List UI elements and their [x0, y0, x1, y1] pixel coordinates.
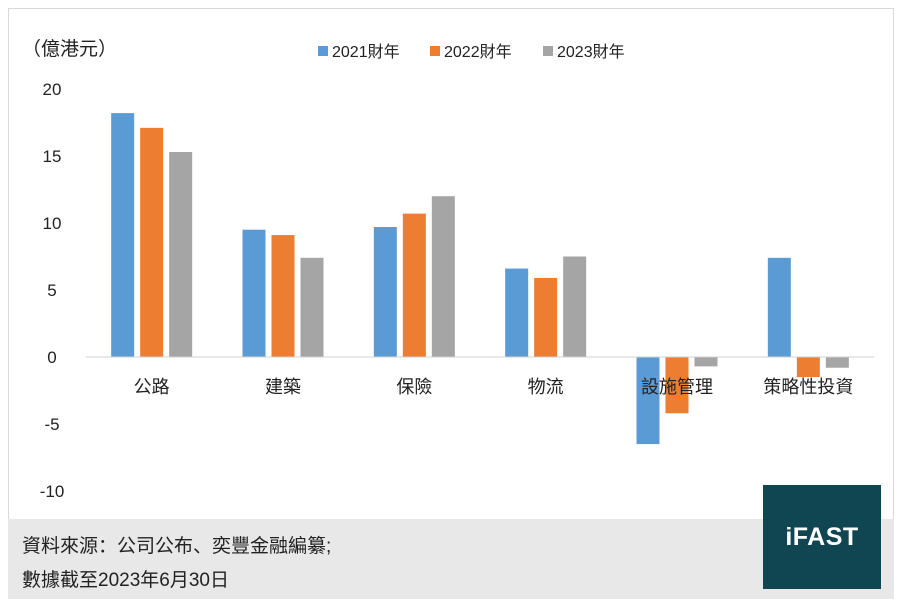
bar-3-2 — [300, 257, 324, 357]
category-label: 建築 — [265, 377, 301, 397]
legend-label: 2023財年 — [557, 43, 625, 61]
bar-1-6 — [767, 257, 791, 357]
bar-3-3 — [431, 196, 455, 357]
bar-2-2 — [271, 235, 295, 357]
category-label: 策略性投資 — [763, 377, 853, 397]
bar-1-5 — [636, 357, 660, 445]
bar-2-5 — [665, 357, 689, 414]
bar-1-2 — [242, 229, 266, 357]
category-label: 物流 — [528, 377, 564, 397]
legend: 2021財年 2022財年 2023財年 — [318, 43, 625, 61]
y-tick-label: -5 — [44, 415, 59, 434]
bar-2-1 — [140, 127, 164, 357]
bar-3-6 — [825, 357, 849, 368]
bar-2-6 — [796, 357, 820, 378]
y-tick-label: 10 — [43, 214, 62, 233]
source-note: 資料來源：公司公布、奕豐金融編纂; — [22, 536, 332, 557]
bar-1-1 — [111, 113, 135, 358]
legend-swatch — [430, 46, 440, 56]
bar-1-3 — [373, 227, 397, 357]
legend-label: 2022財年 — [444, 43, 512, 61]
data-date-note: 數據截至2023年6月30日 — [22, 570, 229, 591]
unit-label: （億港元） — [22, 38, 117, 60]
bars — [111, 113, 849, 445]
legend-label: 2021財年 — [332, 43, 400, 61]
bar-2-4 — [534, 277, 558, 357]
y-tick-label: 20 — [43, 80, 62, 99]
y-axis: 20 15 10 5 0 -5 -10 — [40, 80, 65, 501]
y-tick-label: 5 — [47, 281, 56, 300]
category-label: 保險 — [396, 377, 432, 397]
bar-3-5 — [694, 357, 718, 367]
ifast-logo: iFAST — [763, 485, 881, 589]
bar-2-3 — [402, 213, 426, 357]
category-label: 公路 — [134, 377, 170, 397]
bar-3-1 — [169, 151, 193, 357]
bar-1-4 — [505, 268, 529, 357]
y-tick-label: 15 — [43, 147, 62, 166]
source-footer: 資料來源：公司公布、奕豐金融編纂; 數據截至2023年6月30日 — [8, 519, 894, 599]
bar-3-4 — [563, 256, 587, 357]
legend-swatch — [318, 46, 328, 56]
x-axis: 公路 建築 保險 物流 設施管理 策略性投資 — [134, 377, 854, 397]
y-tick-label: -10 — [40, 482, 65, 501]
y-tick-label: 0 — [47, 348, 56, 367]
category-label: 設施管理 — [641, 377, 713, 397]
legend-swatch — [543, 46, 553, 56]
